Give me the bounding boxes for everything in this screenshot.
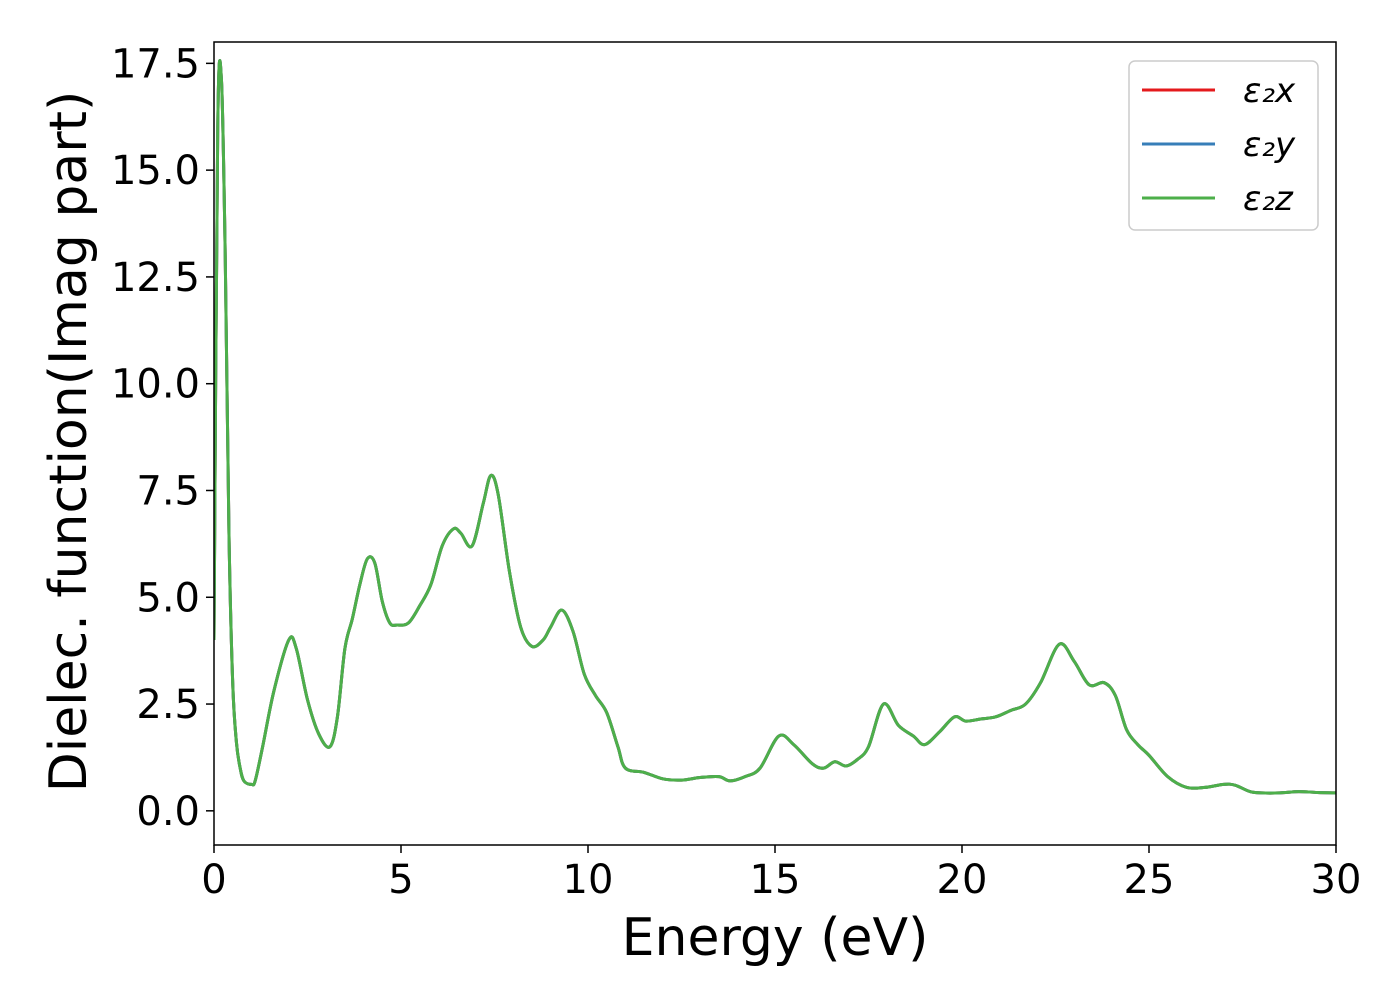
x-axis-ticks: 0 5 10 15 20 25 30 (201, 845, 1361, 903)
y-tick-label: 5.0 (136, 575, 200, 621)
y-axis-title: Dielec. function(Imag part) (39, 91, 99, 793)
x-tick-label: 10 (563, 857, 614, 903)
y-tick-label: 12.5 (111, 255, 200, 301)
legend-label-1: ε₂x (1243, 71, 1296, 111)
x-tick-label: 25 (1124, 857, 1175, 903)
series-layer (214, 59, 1336, 795)
x-axis-title: Energy (eV) (622, 908, 929, 968)
y-axis-ticks: 0.0 2.5 5.0 7.5 10.0 12.5 15.0 17.5 (111, 41, 214, 835)
legend-box (1128, 60, 1319, 231)
x-tick-label: 20 (937, 857, 988, 903)
legend: ε₂x ε₂y ε₂z (1128, 60, 1319, 231)
x-tick-label: 30 (1311, 857, 1362, 903)
x-tick-label: 15 (750, 857, 801, 903)
y-tick-label: 0.0 (136, 789, 200, 835)
legend-label-2: ε₂y (1243, 125, 1296, 165)
series-line-3 (214, 59, 1336, 795)
y-tick-label: 17.5 (111, 41, 200, 87)
x-tick-label: 0 (201, 857, 226, 903)
legend-label-3: ε₂z (1243, 179, 1294, 219)
y-tick-label: 15.0 (111, 148, 200, 194)
y-tick-label: 10.0 (111, 362, 200, 408)
y-tick-label: 2.5 (136, 682, 200, 728)
x-tick-label: 5 (388, 857, 413, 903)
y-tick-label: 7.5 (136, 468, 200, 514)
